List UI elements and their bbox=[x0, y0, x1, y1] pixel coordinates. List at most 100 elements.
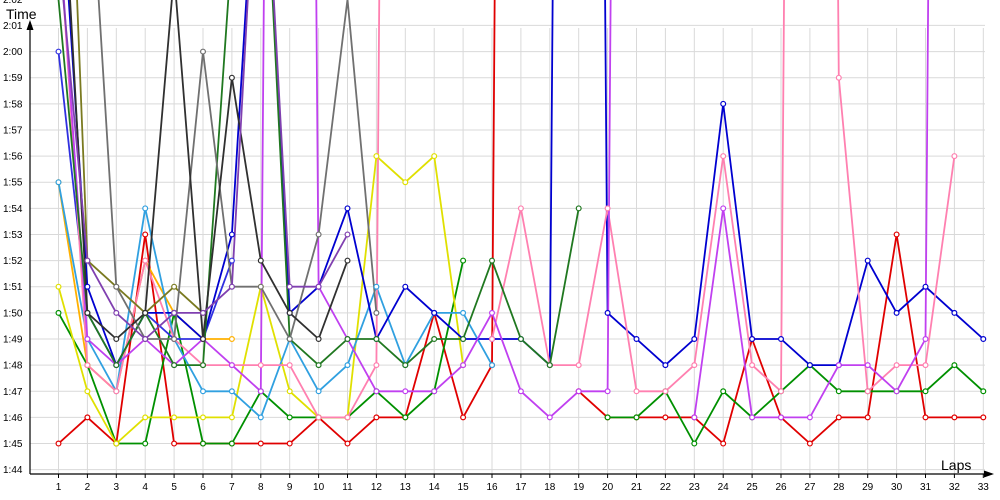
data-point bbox=[864, 362, 871, 369]
x-tick-label: 17 bbox=[515, 482, 527, 493]
y-axis-arrow-icon bbox=[26, 20, 34, 30]
y-tick-label: 1:51 bbox=[3, 282, 23, 293]
data-point bbox=[460, 362, 467, 369]
y-tick-label: 1:55 bbox=[3, 178, 23, 189]
data-point bbox=[228, 335, 235, 342]
x-tick-label: 14 bbox=[429, 482, 441, 493]
x-axis-arrow-icon bbox=[984, 470, 994, 478]
data-point bbox=[893, 362, 900, 369]
series-line-12 bbox=[97, 0, 378, 340]
data-point bbox=[951, 414, 958, 421]
data-point bbox=[344, 257, 351, 264]
y-tick-label: 1:44 bbox=[3, 465, 23, 476]
data-point bbox=[691, 440, 698, 447]
data-point bbox=[200, 335, 207, 342]
x-tick-label: 20 bbox=[602, 482, 614, 493]
data-point bbox=[373, 335, 380, 342]
data-point bbox=[142, 257, 149, 264]
x-tick-label: 16 bbox=[486, 482, 498, 493]
x-tick-label: 28 bbox=[833, 482, 845, 493]
data-point bbox=[835, 362, 842, 369]
data-point bbox=[806, 414, 813, 421]
data-point bbox=[142, 414, 149, 421]
data-point bbox=[200, 48, 207, 55]
data-point bbox=[315, 362, 322, 369]
data-point bbox=[922, 335, 929, 342]
data-point bbox=[113, 362, 120, 369]
x-tick-label: 8 bbox=[258, 482, 264, 493]
data-point bbox=[402, 362, 409, 369]
data-point bbox=[373, 414, 380, 421]
data-point bbox=[402, 388, 409, 395]
x-tick-label: 13 bbox=[400, 482, 412, 493]
data-point bbox=[604, 205, 611, 212]
y-tick-label: 2:00 bbox=[3, 47, 23, 58]
data-point bbox=[55, 48, 62, 55]
data-point bbox=[142, 335, 149, 342]
data-point bbox=[402, 179, 409, 186]
data-point bbox=[575, 388, 582, 395]
x-tick-label: 26 bbox=[775, 482, 787, 493]
data-point bbox=[431, 388, 438, 395]
data-point bbox=[55, 179, 62, 186]
data-point bbox=[460, 309, 467, 316]
data-point bbox=[257, 388, 264, 395]
data-point bbox=[171, 440, 178, 447]
data-point bbox=[373, 309, 380, 316]
x-tick-label: 24 bbox=[718, 482, 730, 493]
y-tick-label: 2:02 bbox=[3, 0, 23, 6]
data-point bbox=[460, 414, 467, 421]
x-tick-label: 32 bbox=[949, 482, 961, 493]
x-tick-label: 2 bbox=[85, 482, 91, 493]
y-tick-label: 1:46 bbox=[3, 413, 23, 424]
data-point bbox=[142, 309, 149, 316]
data-point bbox=[720, 205, 727, 212]
data-point bbox=[720, 440, 727, 447]
data-point bbox=[286, 309, 293, 316]
series-points bbox=[55, 48, 987, 447]
data-point bbox=[777, 388, 784, 395]
data-point bbox=[84, 388, 91, 395]
data-point bbox=[142, 231, 149, 238]
x-tick-label: 27 bbox=[804, 482, 816, 493]
data-point bbox=[980, 335, 987, 342]
data-point bbox=[893, 309, 900, 316]
data-point bbox=[200, 440, 207, 447]
data-point bbox=[315, 414, 322, 421]
x-tick-label: 9 bbox=[287, 482, 293, 493]
data-point bbox=[951, 309, 958, 316]
data-point bbox=[171, 362, 178, 369]
data-point bbox=[489, 335, 496, 342]
data-point bbox=[604, 414, 611, 421]
data-point bbox=[691, 335, 698, 342]
y-tick-labels: 1:44 1:45 1:46 1:47 1:48 1:49 1:50 1:51 1:52 1:53… bbox=[3, 0, 23, 476]
x-tick-label: 7 bbox=[229, 482, 235, 493]
data-point bbox=[344, 362, 351, 369]
data-point bbox=[257, 257, 264, 264]
data-point bbox=[662, 414, 669, 421]
data-point bbox=[720, 388, 727, 395]
data-point bbox=[55, 283, 62, 290]
data-point bbox=[777, 335, 784, 342]
data-point bbox=[720, 100, 727, 107]
data-point bbox=[373, 388, 380, 395]
data-point bbox=[200, 414, 207, 421]
grid-lines bbox=[30, 24, 985, 474]
data-point bbox=[344, 231, 351, 238]
x-tick-label: 21 bbox=[631, 482, 643, 493]
y-axis-title: Time bbox=[6, 6, 37, 22]
y-tick-label: 1:52 bbox=[3, 256, 23, 267]
data-point bbox=[951, 362, 958, 369]
data-point bbox=[460, 257, 467, 264]
y-tick-label: 1:59 bbox=[3, 73, 23, 84]
data-point bbox=[142, 205, 149, 212]
data-point bbox=[113, 335, 120, 342]
data-point bbox=[171, 414, 178, 421]
data-point bbox=[575, 205, 582, 212]
data-point bbox=[893, 231, 900, 238]
data-point bbox=[575, 362, 582, 369]
y-tick-label: 1:54 bbox=[3, 204, 23, 215]
data-point bbox=[489, 309, 496, 316]
data-point bbox=[922, 362, 929, 369]
data-point bbox=[402, 414, 409, 421]
